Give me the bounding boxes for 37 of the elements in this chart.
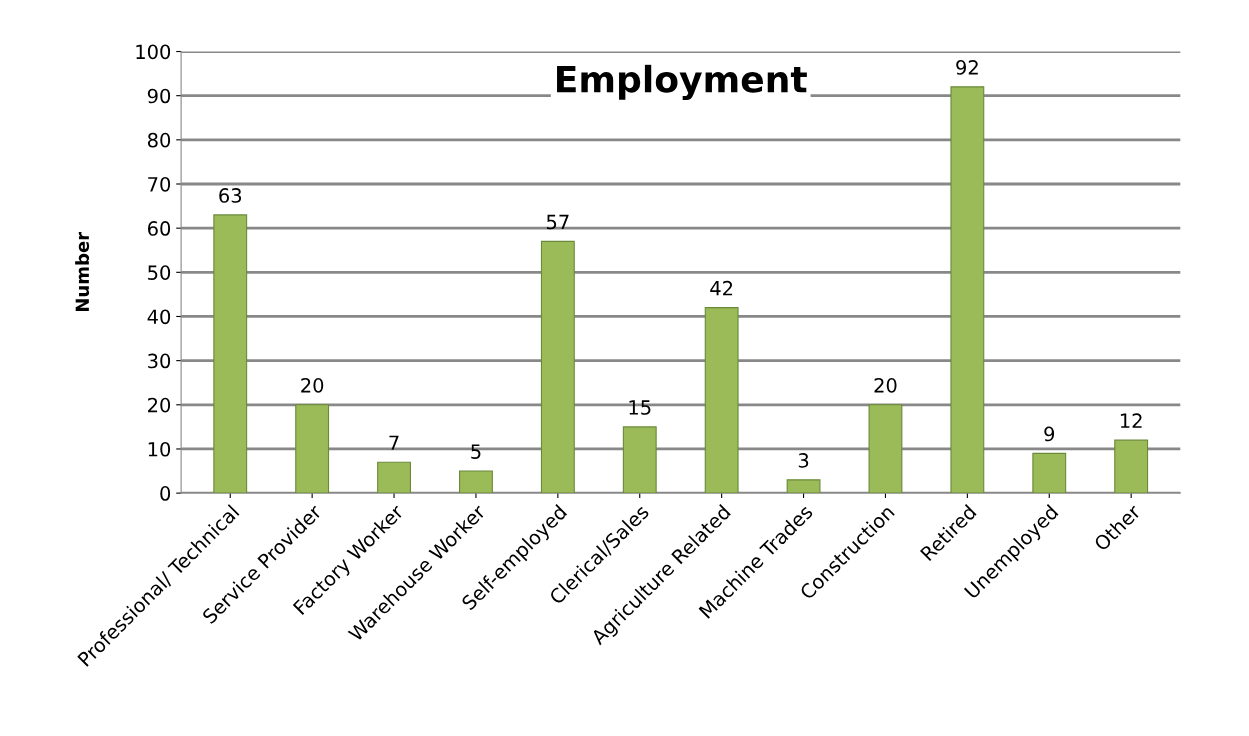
- y-tick-label: 100: [136, 44, 171, 60]
- y-tick-label: 30: [148, 353, 171, 369]
- bar: [213, 214, 248, 494]
- chart-title: Employment: [557, 64, 807, 101]
- y-tick-label: 90: [147, 88, 171, 104]
- data-label: 15: [629, 400, 651, 415]
- y-tick-label: 60: [148, 221, 171, 236]
- y-tick-label: 10: [148, 441, 171, 457]
- bar: [1032, 452, 1067, 494]
- y-tick-label: 50: [148, 265, 171, 280]
- y-tick-label: 40: [147, 309, 171, 325]
- y-tick-label: 70: [148, 176, 171, 192]
- y-axis-title: Number: [75, 231, 90, 312]
- data-label: 57: [546, 214, 569, 230]
- bar: [377, 461, 411, 494]
- data-label: 9: [1044, 426, 1055, 442]
- data-label: 20: [874, 377, 897, 393]
- data-label: 92: [956, 60, 978, 75]
- bar: [704, 307, 739, 494]
- data-label: 5: [471, 444, 481, 459]
- y-tick-label: 20: [148, 397, 171, 413]
- bar: [786, 479, 821, 494]
- data-label: 12: [1120, 413, 1142, 428]
- data-label: 3: [798, 453, 809, 468]
- y-tick-label: 0: [160, 486, 171, 501]
- bar: [868, 404, 903, 494]
- bar: [540, 240, 575, 494]
- data-label: 7: [389, 435, 399, 450]
- data-label: 42: [710, 280, 733, 296]
- data-label: 20: [301, 377, 324, 393]
- bar: [459, 470, 493, 494]
- bar: [295, 404, 330, 494]
- data-label: 63: [219, 188, 242, 203]
- bar: [1114, 439, 1149, 494]
- y-tick-label: 80: [147, 132, 171, 148]
- bar: [622, 426, 657, 494]
- bar: [950, 86, 985, 494]
